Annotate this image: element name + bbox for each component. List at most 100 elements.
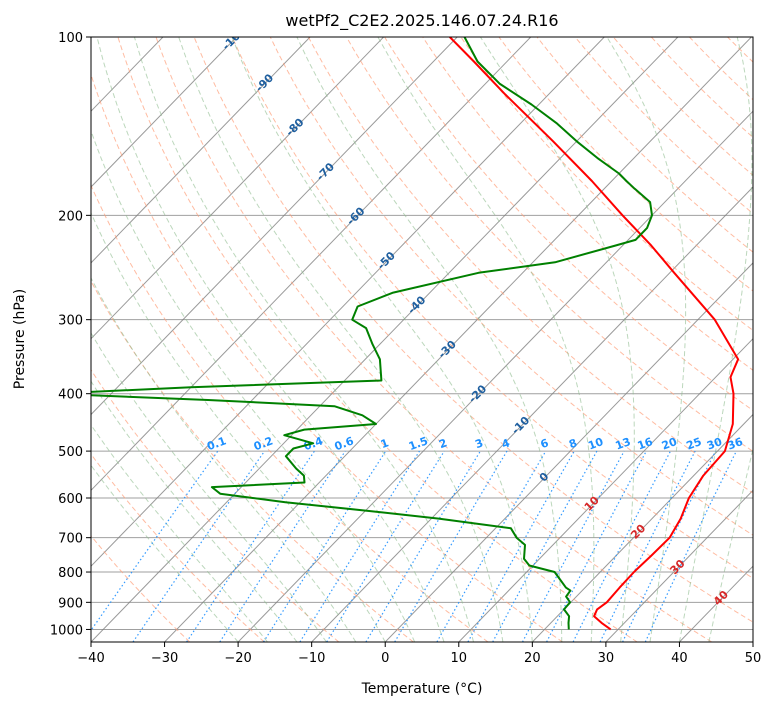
mixing-ratio-label: 30 [705,435,724,453]
isotherm-line [91,37,311,264]
isotherm-line [91,37,384,340]
y-tick-label: 900 [58,596,83,611]
x-axis-ticks: −40 −30 −20 −10 0 10 20 30 40 50 [77,642,761,666]
chart-title: wetPf2_C2E2.2025.146.07.24.R16 [285,11,558,31]
moist-adiabat-line [91,277,357,642]
x-axis-label: Temperature (°C) [361,681,483,697]
mixing-ratio-line [91,450,219,632]
dry-adiabat-line [307,37,753,494]
x-tick-label: −20 [224,651,251,666]
mixing-ratio-line [546,450,647,642]
dry-adiabat-line [689,37,753,101]
mixing-ratio-line [644,450,737,642]
isotherm-label: -30 [436,338,459,361]
mixing-ratio-line [467,450,575,642]
x-tick-label: 20 [524,651,541,666]
mixing-ratio-line [326,450,445,642]
moist-adiabat-line [91,424,268,642]
isotherm-line [91,37,679,642]
x-tick-label: 30 [598,651,615,666]
mixing-ratio-label: 6 [539,436,551,451]
mixing-ratio-labels: 0.1 0.2 0.4 0.6 1 1.5 2 3 4 6 8 10 13 16 20 25 30 36 [205,434,745,453]
dry-adiabat-line [346,37,753,452]
moist-adiabat-line [178,37,504,642]
background-lines [91,37,775,642]
y-tick-label: 100 [58,31,83,46]
temperature-line [449,37,740,631]
dry-adiabat-line [193,37,753,623]
x-tick-label: −10 [298,651,325,666]
plot-frame [90,36,754,643]
isotherm-label: 30 [668,557,688,577]
x-tick-label: 0 [381,651,389,666]
isotherm-line [91,37,458,416]
mixing-ratio-label: 16 [636,435,655,453]
moist-adiabat-line [91,464,239,642]
dry-adiabat-line [231,37,753,579]
dry-adiabat-line [91,280,414,642]
mixing-ratio-label: 3 [473,436,485,451]
moist-adiabat-line [91,332,327,642]
dry-adiabat-line [91,184,489,642]
y-tick-label: 300 [58,314,83,329]
mixing-ratio-label: 2 [437,436,449,451]
isotherm-line [752,641,753,642]
moist-adiabat-line [678,37,753,642]
mixing-ratio-label: 10 [586,435,605,453]
dry-adiabat-line [766,37,775,642]
moist-adiabat-line [96,37,445,642]
mixing-ratio-line [394,450,508,642]
mixing-ratio-line [299,450,421,642]
isotherm-label: -50 [375,249,398,272]
dry-adiabat-line [117,37,638,642]
isotherm-label: 0 [537,470,552,485]
mixing-ratio-line [492,450,598,642]
moist-adiabat-line [708,447,753,642]
mixing-ratio-label: 36 [726,435,745,453]
dry-adiabat-line [155,37,713,642]
y-axis-label: Pressure (hPa) [12,289,28,389]
x-tick-label: 40 [671,651,688,666]
x-tick-label: −40 [77,651,104,666]
isotherm-line [91,37,532,492]
isotherm-label: -100 [220,24,249,53]
isotherm-line [311,186,753,642]
y-tick-label: 500 [58,445,83,460]
isotherm-label: -40 [405,293,428,316]
mixing-ratio-line [436,450,547,642]
dry-adiabat-line [422,37,753,371]
isotherm-line [237,110,753,642]
dry-adiabat-line [269,37,753,536]
mixing-ratio-line [132,450,266,642]
isotherm-label: -20 [466,382,489,405]
isotherm-line [91,37,237,188]
dry-adiabat-line [536,37,753,253]
isotherm-line [531,413,753,642]
moist-adiabat-line [479,37,635,642]
dry-adiabat-line [91,535,191,642]
dry-adiabat-line [650,37,753,139]
y-tick-label: 800 [58,566,83,581]
mixing-ratio-line [572,450,672,642]
moist-adiabat-line [606,37,687,642]
mixing-ratio-line [365,450,481,642]
dry-adiabat-line [384,37,753,412]
moist-adiabat-line [91,211,386,642]
isotherm-line [605,489,753,642]
moist-adiabat-line [133,37,474,642]
isotherm-label: -60 [344,204,367,227]
moist-adiabat-line [377,37,595,642]
moist-adiabat-line [296,37,563,642]
mixing-ratio-line [262,450,387,642]
dry-adiabat-line [498,37,753,292]
mixing-ratio-line [219,450,346,642]
isotherm-label: -70 [314,160,337,183]
isotherm-line [384,262,753,642]
dry-adiabat-line [91,73,563,642]
y-tick-label: 400 [58,388,83,403]
y-tick-label: 600 [58,492,83,507]
y-tick-label: 1000 [50,623,83,638]
dry-adiabat-line [612,37,753,176]
